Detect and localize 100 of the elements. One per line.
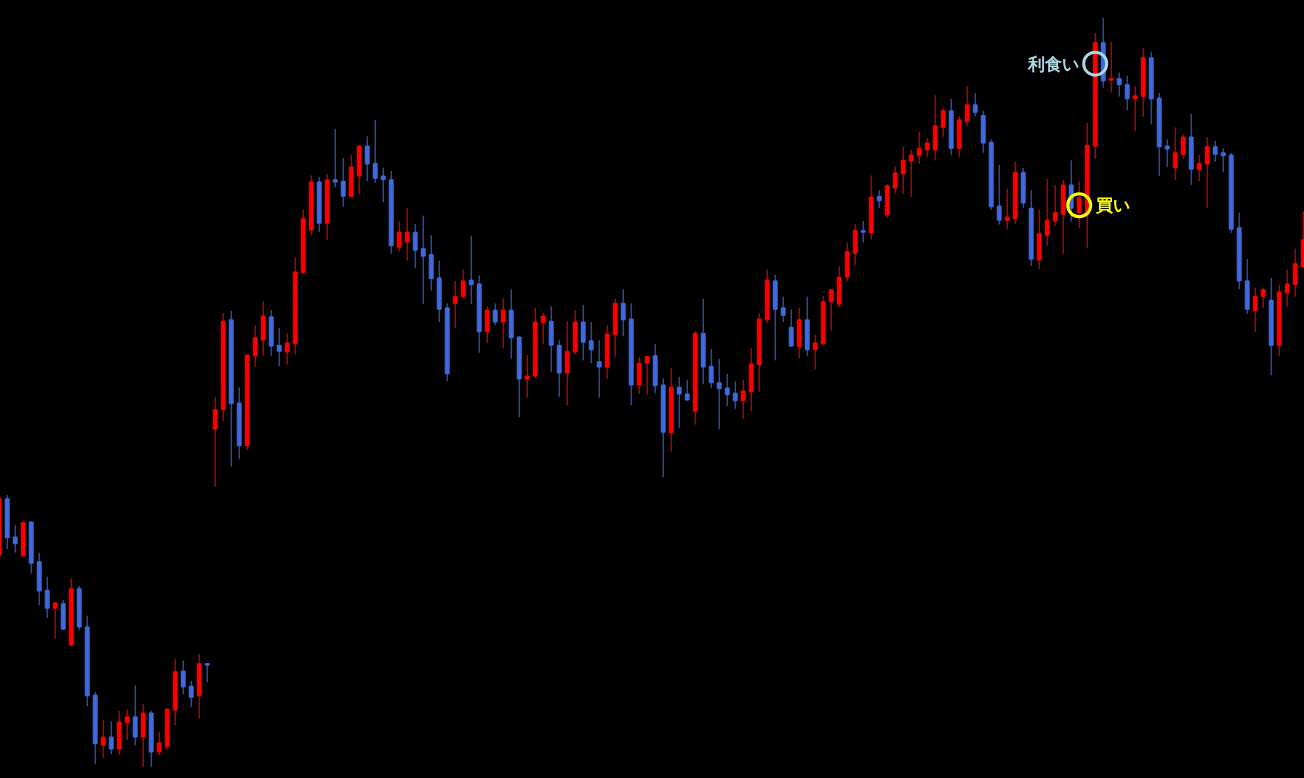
candlestick	[44, 576, 50, 619]
candlestick	[596, 339, 602, 399]
candlestick	[52, 601, 58, 640]
candlestick	[556, 339, 562, 398]
candlestick	[492, 302, 498, 326]
candlestick	[820, 295, 826, 346]
candlestick	[1236, 212, 1242, 290]
candlestick	[372, 119, 378, 184]
candlestick	[92, 691, 98, 765]
candlestick	[660, 377, 666, 478]
candlestick	[516, 335, 522, 418]
annotation: 買い	[1095, 195, 1130, 215]
candlestick	[308, 174, 314, 236]
candlestick	[68, 577, 74, 647]
candlestick	[684, 379, 690, 402]
candlestick	[1060, 179, 1066, 255]
candlestick	[1172, 126, 1178, 181]
candlestick	[252, 324, 258, 368]
candlestick	[500, 297, 506, 349]
candlestick	[1156, 92, 1162, 177]
candlestick	[1180, 134, 1186, 160]
candlestick	[732, 380, 738, 410]
candlestick	[996, 164, 1002, 226]
candlestick	[1252, 287, 1258, 333]
candlestick	[1292, 248, 1298, 298]
candlestick	[148, 710, 154, 768]
candlestick	[740, 379, 746, 420]
candlestick	[124, 708, 130, 741]
candlestick	[356, 145, 362, 195]
candlestick	[428, 234, 434, 292]
candlestick	[724, 373, 730, 407]
candlestick	[1132, 85, 1138, 132]
candlestick	[1164, 138, 1170, 168]
candlestick	[572, 309, 578, 355]
candlestick	[788, 308, 794, 348]
candlestick	[1196, 154, 1202, 182]
candlestick	[964, 85, 970, 127]
candlestick	[1036, 209, 1042, 270]
candlestick	[484, 305, 490, 344]
candlestick	[364, 135, 370, 182]
candlestick	[396, 220, 402, 253]
candlestick	[1148, 51, 1154, 125]
candlestick	[716, 358, 722, 430]
candlestick	[668, 367, 674, 453]
candlestick	[204, 662, 210, 683]
candlestick	[796, 307, 802, 359]
candlestick	[844, 242, 850, 282]
candlestick	[172, 658, 178, 726]
candlestick	[236, 386, 242, 460]
candlestick	[452, 280, 458, 329]
candlestick	[1076, 180, 1082, 229]
candlestick	[220, 312, 226, 422]
candlestick	[604, 324, 610, 380]
candlestick	[900, 146, 906, 195]
candlestick	[1212, 140, 1218, 163]
candlestick	[868, 174, 874, 241]
candlestick	[644, 355, 650, 396]
candlestick	[228, 310, 234, 468]
candlestick	[60, 599, 66, 631]
candlestick	[588, 321, 594, 364]
candlestick	[1004, 188, 1010, 230]
candlestick	[404, 207, 410, 262]
candlestick	[284, 332, 290, 366]
candlestick	[1268, 277, 1274, 376]
candlestick	[1276, 284, 1282, 357]
candlestick	[1244, 258, 1250, 315]
candlestick	[348, 154, 354, 198]
candlestick	[244, 354, 250, 451]
candlestick	[860, 220, 866, 244]
candlestick	[20, 520, 26, 558]
candlestick	[100, 719, 106, 759]
candlestick	[1124, 75, 1130, 111]
candlestick	[180, 660, 186, 695]
candlestick	[1260, 287, 1266, 309]
candlestick	[76, 585, 82, 631]
candlestick	[804, 296, 810, 357]
candlestick	[916, 131, 922, 165]
candlestick	[164, 707, 170, 750]
candlestick	[932, 94, 938, 161]
candlestick	[956, 115, 962, 158]
candlestick	[276, 327, 282, 367]
annotation: 利食い	[1027, 54, 1079, 74]
candlestick	[1028, 189, 1034, 267]
candlestick	[28, 520, 34, 575]
candlestick	[420, 215, 426, 305]
candlestick	[468, 235, 474, 305]
candlestick	[1220, 147, 1226, 173]
candlestick	[268, 309, 274, 357]
candlestick	[340, 157, 346, 208]
candlestick	[652, 343, 658, 394]
candlestick	[700, 298, 706, 385]
candlestick	[980, 110, 986, 154]
candlestick	[4, 494, 10, 550]
candlestick	[772, 274, 778, 361]
candlestick	[460, 269, 466, 299]
candlestick	[852, 223, 858, 266]
candlestick	[132, 684, 138, 746]
candlestick	[548, 305, 554, 373]
candlestick	[676, 376, 682, 429]
candlestick	[540, 312, 546, 345]
